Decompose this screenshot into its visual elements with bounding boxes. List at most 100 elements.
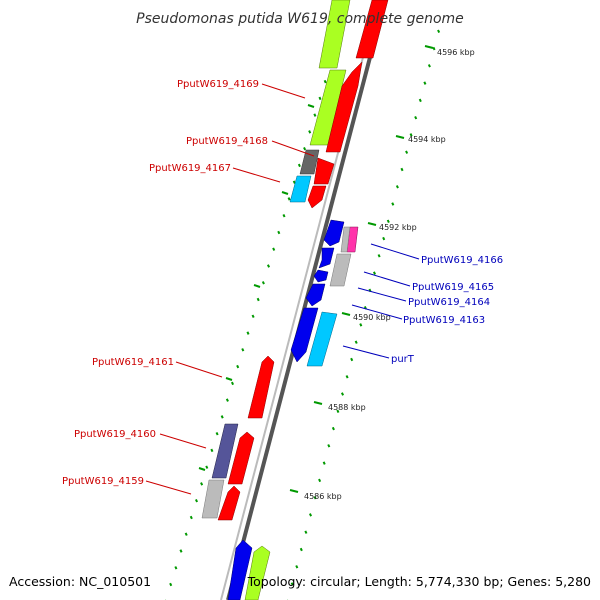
tick-dot	[290, 582, 294, 586]
tick-dot	[400, 167, 404, 172]
tick-dot	[432, 46, 436, 51]
gene-feature-grey-a[interactable]	[340, 226, 351, 253]
gene-feature-4167[interactable]	[289, 175, 312, 203]
gene-feature-4160[interactable]	[211, 423, 239, 479]
tick-dot	[395, 185, 399, 189]
tick-label-4588: 4588 kbp	[328, 403, 366, 412]
gene-label-4167[interactable]: PputW619_4167	[149, 163, 231, 174]
tick-dot	[372, 271, 377, 275]
tick-dot	[308, 130, 312, 134]
tick-dot	[236, 364, 240, 369]
tick-dot	[423, 81, 427, 85]
gene-feature-bottom-green[interactable]	[244, 545, 271, 600]
gene-feature-4164[interactable]	[313, 269, 329, 283]
genome-backbone	[220, 0, 387, 600]
gene-labels-left: PputW619_4169 PputW619_4168 PputW619_416…	[62, 79, 268, 487]
tick-dot	[179, 549, 183, 553]
tick-dot	[437, 29, 441, 34]
gene-feature-top-red[interactable]	[355, 0, 389, 59]
tick-dot	[323, 79, 327, 84]
tick-dot	[359, 323, 363, 327]
gene-label-4159[interactable]: PputW619_4159	[62, 476, 144, 487]
tick-dot	[299, 547, 303, 552]
gene-feature-4159[interactable]	[201, 479, 225, 519]
gene-feature-red-b[interactable]	[313, 157, 335, 185]
gene-feature-blue-c[interactable]	[290, 307, 319, 363]
tick-dot	[350, 357, 354, 362]
tick-dot	[194, 498, 199, 503]
tick-dot	[230, 381, 235, 386]
tick-dot	[272, 247, 276, 251]
gene-label-4163[interactable]: PputW619_4163	[403, 315, 485, 326]
tick-dot	[331, 426, 335, 431]
gene-feature-4161[interactable]	[247, 355, 275, 419]
tick-dot	[205, 465, 209, 469]
gene-feature-4163[interactable]	[305, 283, 326, 307]
inner-tick-marks	[198, 104, 315, 471]
gene-feature-top-green[interactable]	[318, 0, 351, 69]
tick-dot	[241, 348, 245, 352]
gene-label-4160[interactable]: PputW619_4160	[74, 429, 156, 440]
gene-feature-4169[interactable]	[325, 61, 363, 153]
tick-dot	[427, 64, 431, 68]
map-title: Pseudomonas putida W619, complete genome	[136, 11, 464, 27]
tick-dot	[246, 331, 250, 335]
gene-label-4164[interactable]: PputW619_4164	[408, 297, 490, 308]
tick-label-4596: 4596 kbp	[437, 48, 475, 57]
tick-dot	[282, 213, 286, 218]
tick-dot	[225, 398, 229, 402]
tick-dot	[382, 236, 386, 241]
gene-feature-red-c[interactable]	[307, 185, 327, 209]
gene-label-4161[interactable]: PputW619_4161	[92, 357, 174, 368]
tick-dot	[340, 392, 345, 396]
tick-dot	[313, 113, 317, 117]
gene-label-4165[interactable]: PputW619_4165	[412, 282, 494, 293]
gene-feature-4168[interactable]	[299, 149, 320, 175]
gene-feature-bottom-blue[interactable]	[227, 539, 253, 600]
kbp-ticks: 4596 kbp 4594 kbp 4592 kbp 4590 kbp 4588…	[289, 45, 475, 501]
gene-feature-red-e[interactable]	[217, 485, 241, 521]
tick-dot	[215, 431, 219, 436]
tick-dot	[169, 582, 173, 587]
gene-feature-red-d[interactable]	[227, 431, 255, 485]
tick-dot	[409, 133, 413, 137]
tick-dot	[345, 375, 349, 379]
tick-dot	[184, 532, 188, 536]
leader-lines	[145, 83, 420, 495]
tick-dot	[322, 461, 326, 465]
tick-dot	[189, 515, 193, 520]
tick-dot	[414, 115, 418, 120]
tick-label-4592: 4592 kbp	[379, 223, 417, 232]
gene-features	[201, 0, 389, 600]
gene-label-4168[interactable]: PputW619_4168	[186, 136, 268, 147]
gene-feature-4165[interactable]	[329, 253, 352, 287]
topology-text: Topology: circular; Length: 5,774,330 bp…	[247, 574, 591, 589]
accession-text: Accession: NC_010501	[9, 574, 151, 589]
tick-dot	[318, 478, 322, 483]
tick-label-4586: 4586 kbp	[304, 492, 342, 501]
tick-dot	[354, 340, 358, 344]
gene-label-4169[interactable]: PputW619_4169	[177, 79, 259, 90]
tick-dot	[386, 219, 390, 224]
tick-label-4590: 4590 kbp	[353, 313, 391, 322]
tick-dot	[295, 565, 299, 569]
tick-dot	[304, 530, 308, 534]
tick-dot	[200, 482, 204, 486]
gene-feature-purT[interactable]	[306, 311, 338, 367]
gene-feature-blue-a[interactable]	[323, 219, 345, 247]
minor-tick-dots	[165, 29, 441, 600]
gene-label-purT[interactable]: purT	[391, 354, 415, 365]
gene-label-4166[interactable]: PputW619_4166	[421, 255, 503, 266]
tick-dot	[303, 146, 307, 151]
tick-dot	[391, 202, 395, 206]
tick-dot	[210, 448, 214, 453]
tick-dot	[266, 264, 271, 268]
tick-dot	[251, 314, 255, 319]
tick-dot	[418, 98, 422, 103]
gene-feature-blue-b[interactable]	[318, 247, 335, 269]
tick-dot	[292, 180, 296, 184]
tick-dot	[318, 96, 322, 101]
tick-dot	[405, 150, 409, 154]
